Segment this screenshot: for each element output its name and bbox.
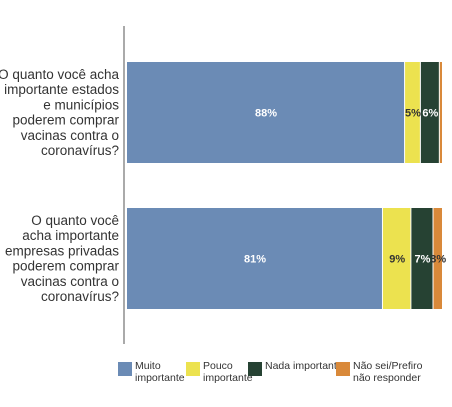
bar-segment bbox=[382, 208, 411, 309]
category-label: O quanto você acha importante estados e mu… bbox=[0, 67, 120, 158]
bar-segment bbox=[405, 62, 420, 163]
legend-swatch bbox=[336, 362, 350, 376]
legend-swatch bbox=[118, 362, 132, 376]
value-label: 88% bbox=[255, 108, 277, 120]
bars bbox=[127, 62, 442, 309]
value-label: 3% bbox=[430, 254, 446, 266]
value-label: 6% bbox=[422, 108, 438, 120]
bar-segment bbox=[439, 62, 442, 163]
legend-swatch bbox=[186, 362, 200, 376]
legend-item: Não sei/Prefiro não responder bbox=[336, 360, 422, 384]
category-label-line: acha importante bbox=[22, 228, 119, 243]
bar-segment bbox=[127, 208, 382, 309]
bar-segment bbox=[420, 62, 439, 163]
legend-label: Muito importante bbox=[135, 360, 185, 384]
legend: Muito importante Pouco importante Nada imp… bbox=[118, 360, 452, 400]
legend-item: Pouco importante bbox=[186, 360, 253, 384]
value-label: 5% bbox=[405, 108, 421, 120]
category-label-line: O quanto você bbox=[31, 213, 119, 228]
category-label-line: poderem comprar bbox=[12, 113, 119, 128]
category-label: O quanto você acha importante empresas pri… bbox=[5, 213, 120, 304]
category-label-line: coronavírus? bbox=[41, 143, 119, 158]
bar-segment bbox=[411, 208, 433, 309]
category-label-line: vacinas contra o bbox=[21, 128, 119, 143]
category-labels: O quanto você acha importante estados e mu… bbox=[0, 67, 120, 304]
legend-item: Muito importante bbox=[118, 360, 185, 384]
stacked-bar-chart: O quanto você acha importante estados e mu… bbox=[0, 26, 446, 344]
category-label-line: e municípios bbox=[43, 97, 119, 112]
category-label-line: O quanto você acha bbox=[0, 67, 119, 82]
legend-item: Nada importante bbox=[248, 360, 343, 376]
category-label-line: vacinas contra o bbox=[21, 274, 119, 289]
legend-swatch bbox=[248, 362, 262, 376]
legend-label: Pouco importante bbox=[203, 360, 253, 384]
legend-label: Não sei/Prefiro não responder bbox=[353, 360, 423, 384]
category-label-line: poderem comprar bbox=[12, 259, 119, 274]
category-label-line: coronavírus? bbox=[41, 289, 119, 304]
bar-segment bbox=[433, 208, 442, 309]
legend-label: Nada importante bbox=[265, 360, 343, 372]
value-labels: 88% 5% 6% 81% 9% 7% 3% bbox=[244, 108, 446, 266]
category-label-line: empresas privadas bbox=[5, 243, 119, 258]
value-label: 81% bbox=[244, 254, 266, 266]
bar-segment bbox=[127, 62, 405, 163]
value-label: 9% bbox=[389, 254, 405, 266]
category-label-line: importante estados bbox=[4, 82, 119, 97]
value-label: 7% bbox=[415, 254, 431, 266]
